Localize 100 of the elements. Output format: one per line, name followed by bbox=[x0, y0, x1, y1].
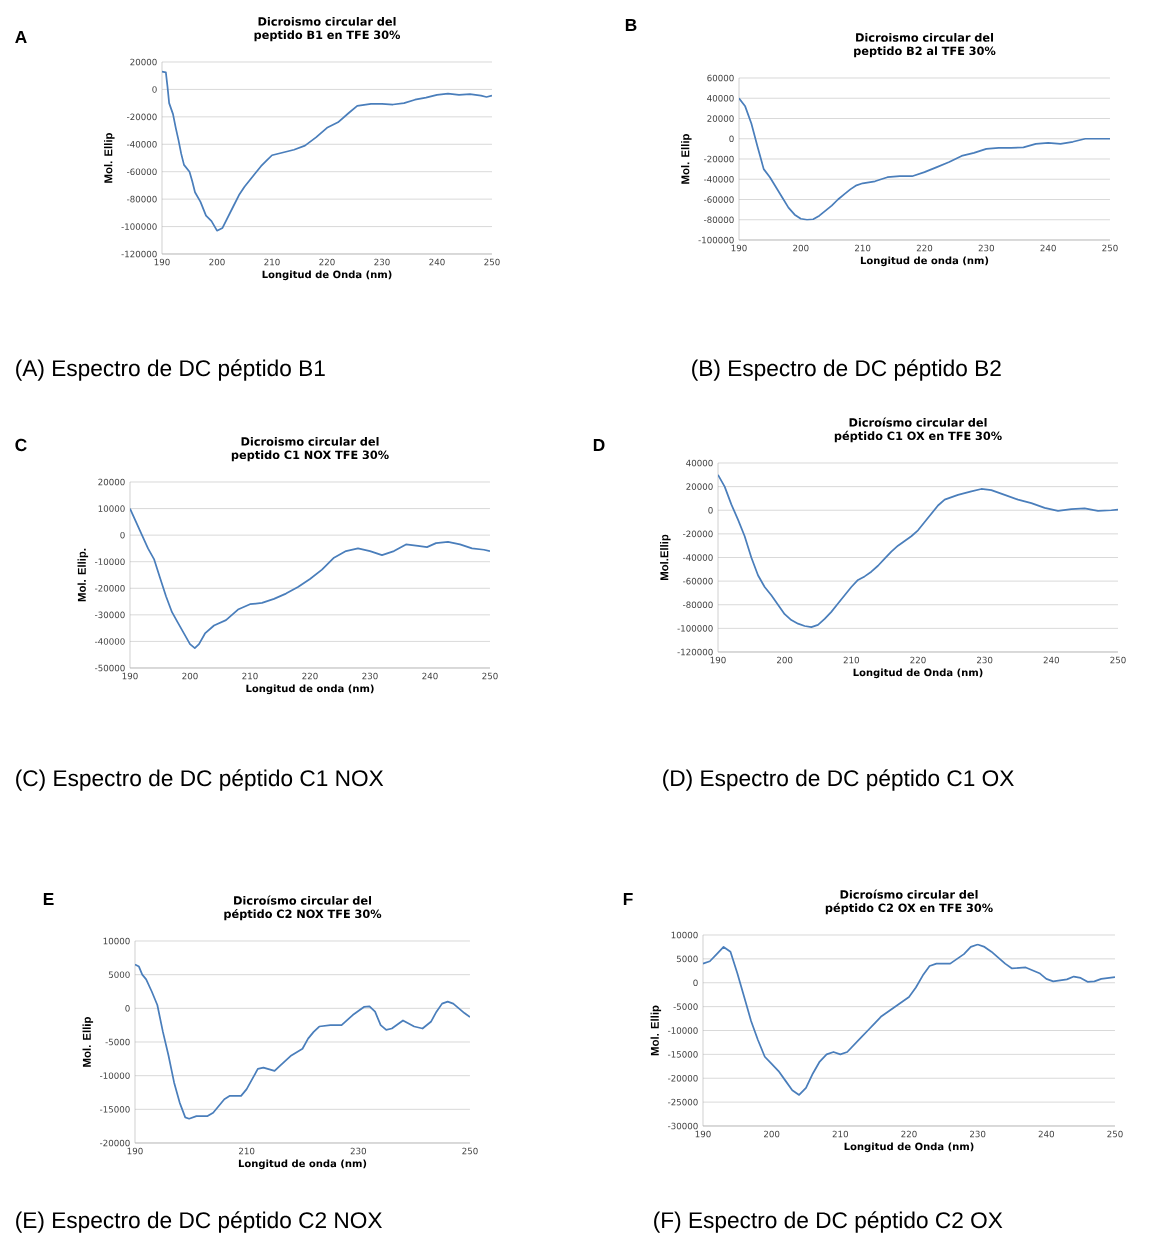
x-tick-label: 240 bbox=[1043, 656, 1060, 664]
x-tick-label: 220 bbox=[319, 258, 335, 266]
y-tick-label: -40000 bbox=[95, 638, 125, 645]
y-tick-label: 40000 bbox=[707, 94, 734, 102]
y-tick-label: -20000 bbox=[668, 1074, 698, 1082]
x-tick-label: 250 bbox=[1110, 656, 1126, 664]
y-tick-label: -15000 bbox=[100, 1106, 130, 1113]
x-tick-label: 250 bbox=[1107, 1130, 1123, 1138]
y-axis-title: Mol. Ellip bbox=[82, 1017, 94, 1067]
y-axis-title: Mol. Ellip. bbox=[77, 548, 89, 602]
text: F bbox=[623, 893, 633, 905]
y-tick-label: -20000 bbox=[683, 530, 713, 538]
x-tick-label: 230 bbox=[374, 258, 390, 266]
y-axis-title: Mol. Ellip bbox=[681, 134, 692, 184]
y-tick-label: -40000 bbox=[704, 175, 734, 183]
y-tick-label: -10000 bbox=[100, 1072, 130, 1079]
y-tick-label: -100000 bbox=[121, 223, 157, 230]
text: E bbox=[43, 893, 54, 905]
y-tick-label: -30000 bbox=[95, 611, 125, 619]
x-tick-label: 230 bbox=[350, 1147, 367, 1155]
x-tick-label: 210 bbox=[855, 244, 871, 252]
y-tick-label: 5000 bbox=[108, 971, 130, 978]
y-axis-title: Mol. Ellip bbox=[650, 1005, 662, 1056]
y-tick-label: -50000 bbox=[95, 664, 125, 672]
x-tick-label: 200 bbox=[777, 656, 793, 664]
y-tick-label: -10000 bbox=[668, 1027, 698, 1034]
y-tick-label: -60000 bbox=[127, 168, 157, 175]
y-tick-label: 0 bbox=[125, 1005, 130, 1012]
chart-title: Dicroísmo circular del péptido C1 OX en TFE 30% bbox=[834, 417, 1002, 443]
y-tick-label: -60000 bbox=[683, 577, 713, 585]
x-tick-label: 220 bbox=[302, 672, 318, 680]
x-tick-label: 190 bbox=[127, 1147, 143, 1155]
x-axis-title: Longitud de Onda (nm) bbox=[844, 1142, 974, 1153]
chart-title: Dicroismo circular del peptido C1 NOX TFE 30% bbox=[231, 436, 389, 462]
x-tick-label: 190 bbox=[154, 258, 170, 266]
y-tick-label: -120000 bbox=[121, 250, 157, 258]
x-tick-label: 230 bbox=[977, 656, 993, 664]
y-tick-label: 0 bbox=[708, 506, 713, 514]
x-tick-label: 240 bbox=[1038, 1130, 1055, 1138]
chart-title: Dicroismo circular del peptido B1 en TFE 30% bbox=[254, 16, 401, 42]
x-tick-label: 210 bbox=[832, 1130, 849, 1138]
x-tick-label: 210 bbox=[242, 672, 258, 680]
y-tick-label: -80000 bbox=[683, 601, 713, 609]
text: (C) Espectro de DC péptido C1 NOX bbox=[16, 769, 384, 791]
x-tick-label: 190 bbox=[731, 244, 747, 252]
text: D bbox=[593, 439, 605, 451]
y-tick-label: -20000 bbox=[100, 1139, 130, 1147]
x-tick-label: 210 bbox=[264, 258, 280, 266]
y-tick-label: 10000 bbox=[671, 931, 698, 939]
y-tick-label: 10000 bbox=[98, 505, 125, 512]
x-tick-label: 240 bbox=[429, 258, 445, 266]
x-tick-label: 220 bbox=[901, 1130, 917, 1138]
chart-title: Dicroísmo circular del péptido C2 NOX TFE 30% bbox=[224, 895, 382, 921]
x-tick-label: 200 bbox=[764, 1130, 780, 1138]
x-tick-label: 250 bbox=[484, 258, 500, 266]
x-axis-title: Longitud de Onda (nm) bbox=[853, 668, 983, 679]
y-tick-label: 0 bbox=[120, 531, 125, 539]
x-axis-title: Longitud de onda (nm) bbox=[860, 256, 989, 267]
x-axis-title: Longitud de onda (nm) bbox=[238, 1159, 367, 1170]
text: B bbox=[625, 19, 637, 31]
y-tick-label: 0 bbox=[152, 86, 157, 93]
y-tick-label: -25000 bbox=[668, 1098, 698, 1106]
x-tick-label: 230 bbox=[362, 672, 378, 680]
y-tick-label: -20000 bbox=[704, 155, 734, 163]
y-tick-label: 60000 bbox=[707, 74, 734, 82]
text: (E) Espectro de DC péptido C2 NOX bbox=[16, 1211, 383, 1233]
x-tick-label: 230 bbox=[970, 1130, 986, 1138]
y-tick-label: 10000 bbox=[103, 937, 130, 945]
y-tick-label: 20000 bbox=[686, 483, 713, 490]
x-tick-label: 220 bbox=[910, 656, 926, 664]
y-tick-label: 5000 bbox=[676, 955, 698, 963]
y-tick-label: -40000 bbox=[683, 554, 713, 561]
x-tick-label: 200 bbox=[793, 244, 809, 252]
text: A bbox=[15, 31, 27, 43]
y-axis-title: Mol. Ellip bbox=[104, 133, 115, 183]
y-tick-label: -80000 bbox=[704, 216, 734, 224]
x-tick-label: 240 bbox=[1040, 244, 1056, 252]
y-tick-label: 20000 bbox=[130, 58, 157, 66]
x-tick-label: 210 bbox=[843, 656, 860, 664]
x-tick-label: 210 bbox=[239, 1147, 255, 1155]
y-tick-label: -5000 bbox=[673, 1003, 698, 1010]
y-tick-label: -15000 bbox=[668, 1051, 698, 1058]
x-tick-label: 190 bbox=[695, 1130, 711, 1138]
y-tick-label: -30000 bbox=[668, 1122, 698, 1130]
y-tick-label: 0 bbox=[729, 135, 734, 143]
chart-title: Dicroismo circular del peptido B2 al TFE 30% bbox=[854, 32, 996, 58]
y-tick-label: -80000 bbox=[127, 195, 157, 203]
y-tick-label: -5000 bbox=[105, 1038, 130, 1046]
x-tick-label: 250 bbox=[1102, 244, 1118, 252]
y-axis-title: Mol.Ellip bbox=[660, 534, 671, 581]
x-tick-label: 190 bbox=[122, 672, 138, 680]
y-tick-label: -20000 bbox=[127, 113, 157, 121]
chart-title: Dicroísmo circular del péptido C2 OX en TFE 30% bbox=[825, 889, 993, 915]
y-tick-label: -20000 bbox=[95, 585, 125, 592]
y-tick-label: -40000 bbox=[127, 141, 157, 148]
y-tick-label: -60000 bbox=[704, 196, 734, 203]
x-tick-label: 250 bbox=[462, 1147, 478, 1155]
y-tick-label: 0 bbox=[693, 979, 698, 987]
x-tick-label: 240 bbox=[422, 672, 438, 680]
y-tick-label: -120000 bbox=[677, 648, 713, 656]
